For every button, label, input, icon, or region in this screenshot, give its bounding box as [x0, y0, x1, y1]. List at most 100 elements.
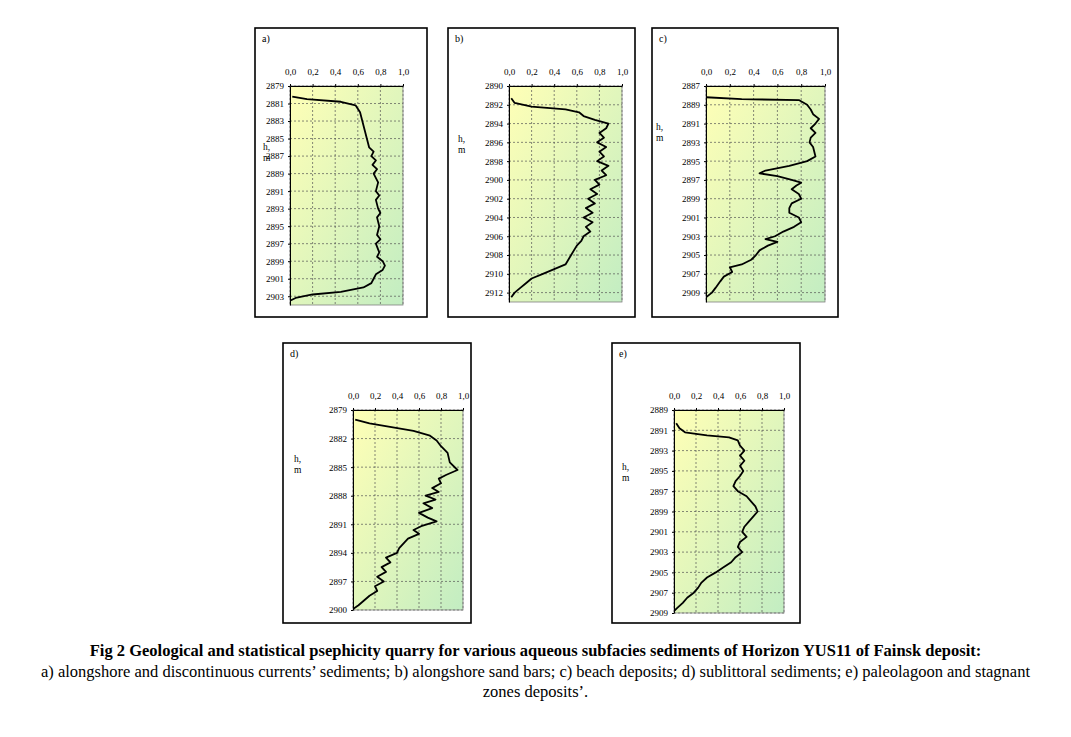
panel-box [652, 28, 838, 317]
tick: 2905 [682, 250, 706, 260]
tick-mark [672, 430, 674, 431]
tick-label: 0,6 [414, 391, 426, 401]
tick-mark [313, 84, 314, 86]
tick: 2907 [682, 269, 706, 279]
tick: 2893 [650, 446, 674, 456]
tick-mark [740, 408, 741, 410]
tick: 0,4 [549, 67, 561, 86]
tick: 2912 [485, 288, 509, 298]
tick-label: 2889 [650, 405, 669, 415]
grid-line [353, 552, 463, 553]
tick: 2882 [329, 434, 353, 444]
tick: 2897 [266, 239, 290, 249]
tick-mark [507, 105, 509, 106]
panel-label: b) [455, 33, 463, 45]
axis-line [291, 86, 404, 87]
tick-label: 2899 [266, 257, 285, 267]
axis-title: h,m [622, 462, 630, 483]
tick-label: 2900 [485, 175, 504, 185]
grid-line [674, 552, 784, 553]
tick-label: 2891 [682, 119, 700, 129]
grid-line [674, 470, 784, 471]
tick: 2904 [485, 213, 509, 223]
grid-line [531, 86, 532, 302]
tick-label: 1,0 [779, 391, 791, 401]
grid-line [509, 273, 622, 274]
tick-label: 0,6 [572, 67, 584, 77]
tick-label: 0,4 [392, 391, 404, 401]
panel: d)0,00,20,40,60,81,028792882288528882891… [283, 343, 471, 623]
tick-label: 2879 [266, 81, 285, 91]
tick-label: 2907 [682, 269, 701, 279]
tick-mark [351, 439, 353, 440]
tick: 0,4 [713, 391, 725, 410]
tick-label: 2905 [650, 568, 669, 578]
plot-frame [290, 86, 403, 305]
tick: 0,2 [691, 391, 702, 410]
tick: 0,0 [348, 391, 360, 410]
tick: 2891 [682, 119, 706, 129]
tick-label: 2892 [485, 100, 503, 110]
y-axis: 2889289128932895289728992901290329052907… [650, 405, 675, 618]
tick-label: 2897 [682, 175, 701, 185]
grid-line [357, 86, 358, 305]
tick-mark [351, 581, 353, 582]
plot-frame [706, 86, 825, 302]
tick-mark [672, 491, 674, 492]
tick: 0,4 [392, 391, 404, 410]
tick-mark [288, 86, 290, 87]
tick-label: 2910 [485, 269, 504, 279]
tick-label: 2912 [485, 288, 503, 298]
plot-area [511, 98, 608, 297]
tick-mark [507, 236, 509, 237]
grid-line [674, 531, 784, 532]
tick: 0,8 [796, 67, 808, 86]
plot-frame [674, 410, 784, 613]
tick: 2888 [329, 491, 353, 501]
plot-background [509, 86, 622, 302]
tick-mark [288, 121, 290, 122]
tick-label: 0,8 [375, 67, 387, 77]
tick-label: 0,6 [772, 67, 784, 77]
tick-label: 1,0 [458, 391, 470, 401]
tick: 2905 [650, 568, 674, 578]
tick-label: 0,0 [504, 67, 516, 77]
grid [674, 410, 784, 613]
profile-line [511, 98, 608, 297]
tick-label: 0,0 [669, 391, 681, 401]
grid-line [706, 217, 825, 218]
tick-mark [288, 209, 290, 210]
tick-label: 2893 [650, 446, 669, 456]
grid-line [753, 86, 754, 302]
panel-box [283, 343, 471, 623]
tick: 2903 [266, 292, 290, 302]
tick: 2896 [485, 138, 509, 148]
tick-mark [507, 86, 509, 87]
tick-mark [288, 104, 290, 105]
tick-label: 2883 [266, 116, 285, 126]
tick: 0,0 [504, 67, 516, 86]
tick: 0,6 [735, 391, 747, 410]
tick: 2892 [485, 100, 509, 110]
tick: 0,2 [526, 67, 537, 86]
axis-line [510, 86, 623, 87]
tick-mark [351, 496, 353, 497]
tick-mark [288, 296, 290, 297]
y-axis: 2879288128832885288728892891289328952897… [266, 81, 291, 305]
tick-label: 0,4 [748, 67, 760, 77]
tick-mark [463, 408, 464, 410]
tick-mark [335, 84, 336, 86]
tick-mark [507, 180, 509, 181]
tick-label: 2891 [650, 426, 668, 436]
tick-mark [704, 86, 706, 87]
axis-line [509, 87, 510, 303]
tick-label: 2894 [329, 548, 348, 558]
tick: 1,0 [617, 67, 629, 86]
tick-mark [507, 142, 509, 143]
grid-line [674, 511, 784, 512]
tick-mark [351, 610, 353, 611]
axis-line [706, 87, 707, 303]
tick-label: 2899 [682, 194, 701, 204]
tick-label: 0,8 [594, 67, 606, 77]
grid [290, 86, 403, 305]
